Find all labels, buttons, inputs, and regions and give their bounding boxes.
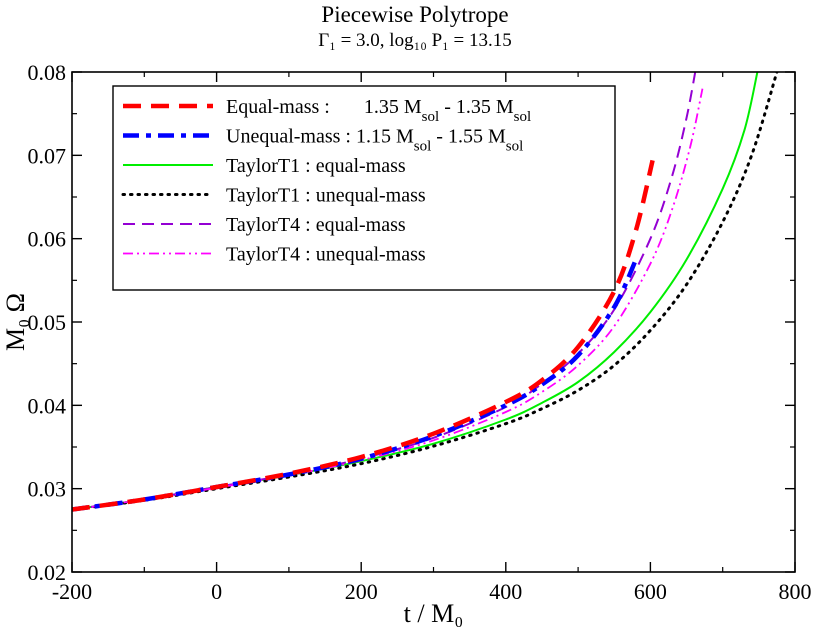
y-tick-label: 0.07: [28, 143, 67, 168]
x-tick-label: 400: [489, 579, 522, 604]
legend-label-1: Equal-mass :1.35 Msol - 1.35 Msol: [226, 96, 531, 125]
legend-label-4: TaylorT1 : unequal-mass: [226, 185, 426, 207]
series-line-6: [72, 88, 704, 511]
y-tick-label: 0.08: [28, 60, 67, 85]
legend-label-2: Unequal-mass : 1.15 Msol - 1.55 Msol: [226, 126, 523, 155]
y-tick-label: 0.02: [28, 560, 67, 585]
chart-subtitle: Γ₁ = 3.0, log₁₀ P₁ = 13.15: [318, 30, 512, 51]
chart-title: Piecewise Polytrope: [321, 2, 509, 27]
series-line-4: [72, 72, 779, 511]
legend-label-3: TaylorT1 : equal-mass: [226, 155, 406, 177]
legend-label-6: TaylorT4 : unequal-mass: [226, 244, 426, 266]
y-tick-label: 0.05: [28, 310, 67, 335]
series-line-1: [72, 159, 655, 512]
legend-box: [112, 85, 616, 291]
legend: Equal-mass :1.35 Msol - 1.35 MsolUnequal…: [112, 85, 616, 291]
y-tick-label: 0.04: [28, 393, 67, 418]
x-tick-label: 800: [779, 579, 812, 604]
legend-label-5: TaylorT4 : equal-mass: [226, 214, 406, 236]
x-tick-label: 0: [211, 579, 222, 604]
series-group: [72, 72, 779, 512]
plot-border: [71, 71, 796, 573]
axes: -200 0 200 400 600 800 0.02 0.03 0.04 0.05 0.06 0.0…: [1, 60, 812, 628]
plot-frame: [71, 71, 796, 573]
y-tick-label: 0.06: [28, 227, 67, 252]
x-tick-label: 200: [345, 579, 378, 604]
y-tick-label: 0.03: [28, 477, 67, 502]
x-tick-label: 600: [634, 579, 667, 604]
x-tick-label: -200: [52, 579, 92, 604]
y-axis-label: M₀ Ω: [1, 293, 30, 351]
x-axis-label: t / M₀: [404, 599, 464, 628]
series-line-2: [72, 258, 638, 512]
